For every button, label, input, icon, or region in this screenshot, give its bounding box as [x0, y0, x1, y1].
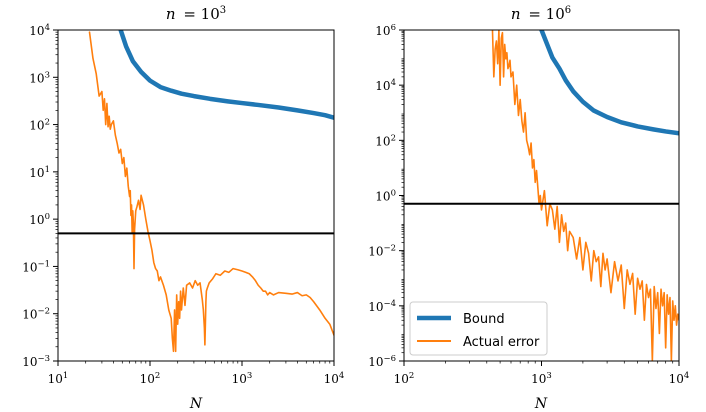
left-x-tick-label-exponent: 2	[155, 371, 160, 381]
right-y-tick-label-exponent: −2	[383, 244, 396, 254]
left-y-tick-label: 103	[29, 70, 50, 85]
left-y-tick-label-base: 10	[22, 260, 37, 274]
left-x-tick-label: 102	[140, 371, 161, 386]
left-x-tick-label-exponent: 3	[247, 371, 252, 381]
left-x-axis-label: N	[189, 396, 203, 412]
right-y-tick-label-base: 10	[368, 245, 383, 259]
right-y-tick-label-base: 10	[375, 79, 390, 93]
left-y-tick-label-base: 10	[29, 166, 44, 180]
right-plot: n = 106 102 103 10410−610−410−210010210410…	[368, 5, 689, 412]
left-plot: n = 103 101 102 103 10410−310−210−110010110…	[22, 5, 344, 412]
right-x-tick-label-base: 10	[669, 372, 684, 386]
legend-bound-label: Bound	[463, 312, 505, 327]
left-y-tick-label-exponent: 3	[45, 70, 50, 80]
right-y-tick-label-exponent: 2	[391, 133, 396, 143]
left-y-tick-label-base: 10	[29, 24, 44, 38]
right-series-bound	[539, 30, 679, 136]
left-y-tick-label-exponent: −3	[37, 354, 50, 364]
left-y-tick-label: 101	[29, 165, 50, 180]
left-x-tick-label: 101	[48, 371, 69, 386]
legend: Bound Actual error	[409, 301, 548, 356]
right-y-tick-label-base: 10	[375, 24, 390, 38]
right-x-axis-label: N	[534, 396, 548, 412]
legend-actual-label: Actual error	[463, 335, 540, 350]
right-y-tick-label-exponent: 6	[391, 23, 396, 33]
right-title-n: n	[511, 5, 521, 23]
right-x-tick-label-base: 10	[394, 372, 409, 386]
right-title-exponent: 6	[565, 5, 571, 16]
left-x-tick-label-base: 10	[232, 372, 247, 386]
left-y-tick-label: 10−3	[22, 354, 50, 369]
right-series-actual-error	[491, 30, 679, 361]
left-y-tick-label-exponent: 1	[45, 165, 50, 175]
right-x-tick-label-exponent: 4	[684, 371, 689, 381]
left-y-tick-label-exponent: −1	[37, 259, 50, 269]
right-y-tick-label: 10−2	[368, 244, 396, 259]
left-series-actual-error	[88, 31, 334, 353]
left-series-bound	[118, 30, 334, 120]
right-y-tick-label-base: 10	[368, 300, 383, 314]
left-y-tick-label-base: 10	[22, 308, 37, 322]
left-y-tick-label-base: 10	[29, 71, 44, 85]
left-y-tick-label: 10−1	[22, 259, 50, 274]
right-y-tick-label-base: 10	[368, 355, 383, 369]
left-y-tick-label-exponent: 0	[45, 212, 50, 222]
right-y-tick-label-exponent: −6	[383, 354, 396, 364]
right-y-tick-label: 10−6	[368, 354, 396, 369]
right-y-tick-label: 104	[375, 78, 396, 93]
right-x-tick-label-base: 10	[531, 372, 546, 386]
left-x-tick-label: 103	[232, 371, 253, 386]
left-y-tick-label-exponent: 2	[45, 118, 50, 128]
left-y-tick-label-exponent: −2	[37, 307, 50, 317]
left-series-layer	[88, 30, 334, 353]
left-y-tick-label-base: 10	[29, 119, 44, 133]
right-x-tick-label: 104	[669, 371, 690, 386]
right-y-tick-label: 106	[375, 23, 396, 38]
left-plot-frame	[57, 29, 335, 362]
right-y-tick-label: 102	[375, 133, 396, 148]
right-x-tick-label: 102	[394, 371, 415, 386]
left-title-exponent: 3	[220, 5, 226, 16]
right-y-tick-label-exponent: 4	[391, 78, 396, 88]
right-y-tick-label-exponent: 0	[391, 189, 396, 199]
right-x-tick-label: 103	[531, 371, 552, 386]
left-y-tick-label-base: 10	[22, 355, 37, 369]
left-y-tick-label: 100	[29, 212, 50, 227]
right-x-tick-label-exponent: 3	[546, 371, 551, 381]
left-x-tick-label-base: 10	[48, 372, 63, 386]
left-y-tick-label-exponent: 4	[45, 23, 50, 33]
left-y-tick-label-base: 10	[29, 213, 44, 227]
right-plot-title: n = 106	[511, 5, 571, 23]
right-series-layer	[491, 30, 679, 361]
left-plot-title: n = 103	[166, 5, 226, 23]
right-y-tick-label: 10−4	[368, 299, 396, 314]
left-y-tick-label: 10−2	[22, 307, 50, 322]
left-title-n: n	[166, 5, 176, 23]
right-y-tick-label: 100	[375, 189, 396, 204]
left-x-tick-label-base: 10	[324, 372, 339, 386]
left-x-tick-label-exponent: 1	[63, 371, 68, 381]
right-x-tick-label-exponent: 2	[409, 371, 414, 381]
left-x-tick-label: 104	[324, 371, 345, 386]
right-y-tick-label-exponent: −4	[383, 299, 396, 309]
left-x-tick-label-exponent: 4	[339, 371, 344, 381]
left-x-tick-label-base: 10	[140, 372, 155, 386]
left-y-tick-label: 102	[29, 118, 50, 133]
right-y-tick-label-base: 10	[375, 134, 390, 148]
left-y-tick-label: 104	[29, 23, 50, 38]
right-y-tick-label-base: 10	[375, 190, 390, 204]
